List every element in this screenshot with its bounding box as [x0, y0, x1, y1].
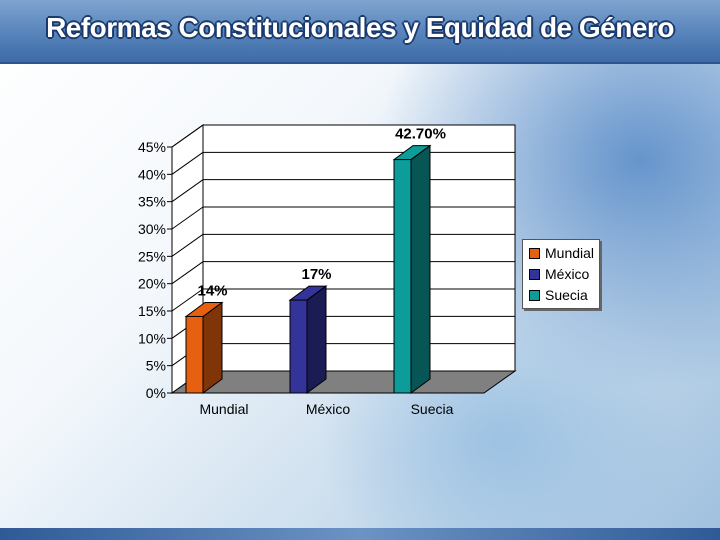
- y-tick-label: 5%: [146, 358, 166, 374]
- legend-item-mundial: Mundial: [529, 244, 594, 262]
- data-label-1: 14%: [197, 282, 227, 299]
- y-tick-label: 0%: [146, 385, 166, 401]
- y-tick-label: 45%: [138, 139, 166, 155]
- legend-label-mexico: México: [545, 266, 590, 282]
- y-tick-label: 15%: [138, 303, 166, 319]
- gridline-side: [171, 233, 204, 257]
- data-label-3: 42.70%: [395, 126, 446, 143]
- bar-3: [393, 159, 412, 394]
- data-label-2: 17%: [301, 266, 331, 283]
- y-tick-label: 35%: [138, 194, 166, 210]
- legend-label-suecia: Suecia: [545, 287, 588, 303]
- y-tick-label: 25%: [138, 248, 166, 264]
- legend-swatch-mundial: [529, 247, 540, 259]
- y-tick-label: 10%: [138, 330, 166, 346]
- bar-side-2: [306, 285, 327, 394]
- bar-1: [185, 315, 204, 394]
- gridline-side: [171, 151, 204, 175]
- title-banner: Reformas Constitucionales y Equidad de G…: [0, 0, 720, 64]
- x-tick-label: Mundial: [199, 401, 248, 417]
- y-tick-label: 40%: [138, 166, 166, 182]
- gridline-side: [171, 124, 204, 148]
- legend-item-suecia: Suecia: [529, 286, 588, 304]
- bar-side-3: [410, 144, 431, 394]
- chart-back-wall: [202, 124, 516, 372]
- legend-swatch-mexico: [529, 268, 540, 280]
- y-tick-label: 30%: [138, 221, 166, 237]
- gridline-side: [171, 179, 204, 203]
- gridline-side: [171, 206, 204, 230]
- gridline-side: [171, 288, 204, 312]
- gridline-side: [171, 261, 204, 285]
- bar-side-1: [202, 301, 223, 394]
- x-tick-label: Suecia: [411, 401, 454, 417]
- legend-swatch-suecia: [529, 289, 540, 301]
- y-tick-label: 20%: [138, 276, 166, 292]
- bar-2: [289, 299, 308, 394]
- x-tick-label: México: [306, 401, 351, 417]
- bottom-bar: [0, 528, 720, 540]
- chart-legend: Mundial México Suecia: [522, 239, 600, 309]
- chart-floor: [170, 370, 517, 394]
- legend-label-mundial: Mundial: [545, 245, 595, 261]
- legend-item-mexico: México: [529, 265, 589, 283]
- page-title: Reformas Constitucionales y Equidad de G…: [46, 12, 674, 43]
